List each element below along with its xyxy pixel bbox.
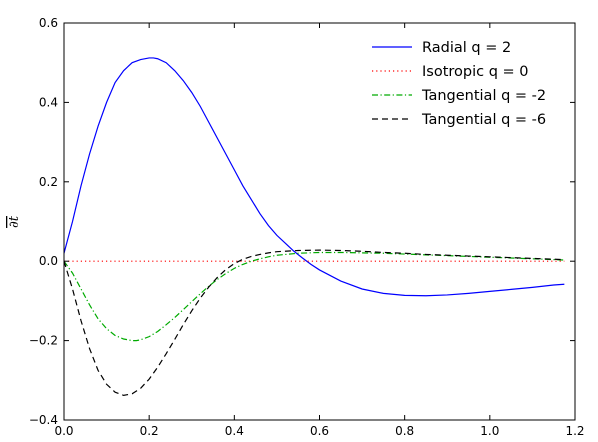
- x-tick-label: 0.2: [140, 424, 159, 438]
- series-line-4: [63, 249, 565, 397]
- y-tick-label: −0.2: [29, 334, 58, 348]
- plot-area: [63, 57, 565, 397]
- y-tick-label: 0.0: [39, 254, 58, 268]
- y-tick-label: 0.2: [39, 175, 58, 189]
- x-tick-label: 1.0: [480, 424, 499, 438]
- legend-label-1: Radial q = 2: [422, 40, 511, 56]
- axis-ticks: 0.0 0.2 0.4 0.6 0.8 1.0 1.2 −0.4 −0.2 0.0 0.2 0.4 0.…: [29, 16, 585, 438]
- series-line-3: [63, 251, 565, 342]
- y-tick-label: −0.4: [29, 413, 58, 427]
- axes-frame: [63, 22, 576, 421]
- y-tick-label: 0.4: [39, 95, 58, 109]
- y-axis-label: ∂t: [7, 215, 22, 228]
- x-tick-label: 0.4: [225, 424, 244, 438]
- x-tick-label: 0.6: [310, 424, 329, 438]
- legend-label-3: Tangential q = -2: [421, 88, 546, 104]
- x-tick-label: 0.8: [395, 424, 414, 438]
- y-tick-label: 0.6: [39, 16, 58, 30]
- legend-label-4: Tangential q = -6: [421, 112, 546, 128]
- legend-label-2: Isotropic q = 0: [422, 64, 529, 80]
- series-line-1: [63, 57, 565, 297]
- legend: Radial q = 2 Isotropic q = 0 Tangential q …: [372, 40, 546, 128]
- x-tick-label: 1.2: [565, 424, 584, 438]
- x-tick-label: 0.0: [54, 424, 73, 438]
